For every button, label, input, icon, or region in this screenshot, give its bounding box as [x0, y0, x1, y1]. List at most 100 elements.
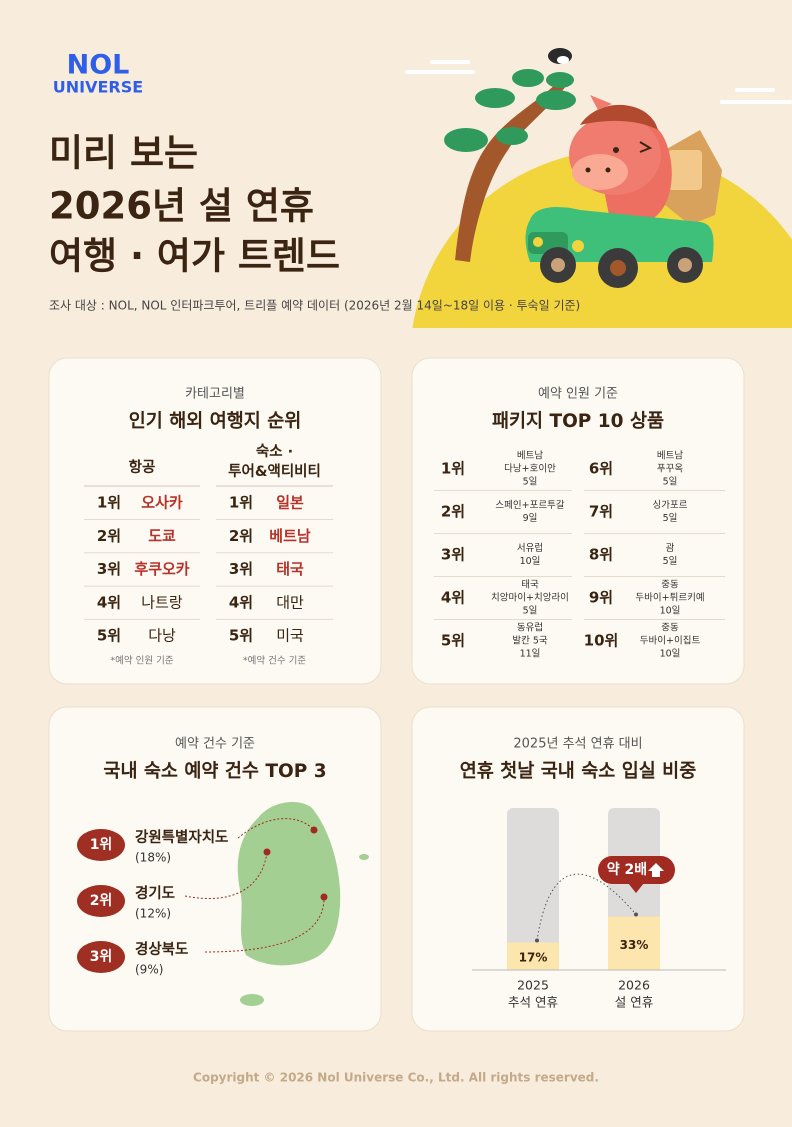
rank: 4위 — [97, 593, 121, 611]
card — [411, 357, 745, 685]
category-label: 2026 — [618, 978, 650, 993]
badge-tail — [628, 883, 644, 893]
korea-map — [184, 802, 369, 1006]
logo: UNIVERSE — [53, 78, 143, 97]
package-line: 괌 — [666, 542, 675, 554]
title: 여행 · 여가 트렌드 — [49, 235, 340, 278]
rank: 3위 — [97, 560, 121, 578]
package-line: 스페인+포르투갈 — [495, 499, 564, 511]
rank: 1위 — [441, 460, 465, 478]
destination: 후쿠오카 — [134, 560, 189, 578]
package-line: 발칸 5국 — [512, 636, 548, 647]
card-title: 인기 해외 여행지 순위 — [129, 410, 302, 432]
rank: 4위 — [229, 593, 253, 611]
share: (12%) — [135, 907, 171, 921]
rank: 5위 — [229, 627, 253, 645]
rank: 2위 — [229, 527, 253, 545]
source: 조사 대상 : NOL, NOL 인터파크투어, 트리플 예약 데이터 (202… — [49, 298, 580, 313]
column-header: 숙소 · — [256, 443, 293, 460]
package-line: 10일 — [660, 606, 681, 617]
rank: 7위 — [589, 503, 613, 521]
destination: 다낭 — [148, 627, 176, 645]
card-subtitle: 예약 인원 기준 — [538, 387, 618, 402]
card-title: 패키지 TOP 10 상품 — [492, 411, 664, 432]
destination: 베트남 — [269, 527, 311, 545]
rank: 8위 — [589, 546, 613, 564]
card-subtitle: 예약 건수 기준 — [175, 737, 255, 752]
package-line: 10일 — [520, 556, 541, 567]
share: (9%) — [135, 963, 163, 977]
package-line: 두바이+이집트 — [640, 635, 701, 647]
value-label: 33% — [620, 938, 649, 952]
value-label: 17% — [519, 951, 548, 965]
package-line: 서유럽 — [517, 543, 543, 554]
footer: Copyright © 2026 Nol Universe Co., Ltd. … — [193, 1071, 599, 1085]
dot — [634, 912, 638, 917]
share: (18%) — [135, 851, 171, 865]
destination: 미국 — [276, 627, 304, 645]
package-line: 동유럽 — [517, 623, 543, 634]
package-line: 태국 — [521, 580, 539, 591]
package-line: 싱가포르 — [653, 500, 688, 511]
rank: 4위 — [441, 589, 465, 607]
column-header: 투어&액티비티 — [228, 462, 321, 480]
trend-curve — [536, 873, 637, 941]
region: 강원특별자치도 — [135, 828, 228, 846]
bird — [548, 48, 572, 64]
column-header: 항공 — [129, 459, 156, 476]
card-title: 연휴 첫날 국내 숙소 입실 비중 — [460, 760, 696, 782]
card-subtitle: 2025년 추석 연휴 대비 — [513, 737, 642, 752]
card — [411, 706, 745, 1032]
card-subtitle: 카테고리별 — [185, 387, 245, 402]
rank: 2위 — [97, 527, 121, 545]
rank: 10위 — [584, 632, 619, 650]
note: *예약 인원 기준 — [110, 655, 173, 667]
cards — [48, 357, 745, 1032]
card-title: 국내 숙소 예약 건수 TOP 3 — [103, 760, 326, 782]
badge-label: 약 2배 — [607, 861, 647, 878]
destination: 대만 — [276, 593, 304, 611]
card — [48, 357, 382, 685]
rank: 1위 — [229, 494, 253, 512]
rank-pill — [77, 885, 125, 917]
rank: 9위 — [589, 589, 613, 607]
rank: 3위 — [229, 560, 253, 578]
rank: 2위 — [441, 503, 465, 521]
category-label: 2025 — [517, 978, 549, 993]
rank-pill — [77, 941, 125, 973]
package-line: 다낭+호이안 — [504, 464, 556, 475]
package-line: 5일 — [663, 513, 678, 524]
package-line: 베트남 — [657, 451, 683, 462]
destination: 태국 — [276, 560, 304, 578]
rank: 1위 — [97, 494, 121, 512]
category-label: 추석 연휴 — [508, 995, 558, 1010]
title: 2026년 설 연휴 — [49, 185, 314, 228]
package-line: 베트남 — [517, 451, 543, 462]
illustration — [405, 48, 792, 328]
note: *예약 건수 기준 — [243, 655, 306, 667]
rank-pill — [77, 829, 125, 861]
category-label: 설 연휴 — [615, 995, 653, 1010]
package-line: 5일 — [523, 477, 538, 488]
destination: 도쿄 — [148, 527, 176, 545]
package-line: 5일 — [523, 606, 538, 617]
package-line: 5일 — [663, 556, 678, 567]
logo: NOL — [67, 50, 130, 81]
package-line: 10일 — [660, 649, 681, 660]
badge-arrow — [648, 863, 664, 877]
car — [525, 207, 714, 288]
destination: 오사카 — [141, 494, 183, 512]
rank: 1위 — [90, 837, 113, 853]
package-line: 중동 — [661, 623, 679, 634]
title: 미리 보는 — [49, 132, 198, 175]
bar — [608, 916, 660, 970]
horse — [569, 95, 672, 220]
region: 경상북도 — [135, 940, 188, 958]
destination: 나트랑 — [141, 593, 183, 611]
rank: 3위 — [90, 949, 113, 965]
region: 경기도 — [135, 884, 175, 902]
rank: 5위 — [97, 627, 121, 645]
package-line: 중동 — [661, 580, 679, 591]
